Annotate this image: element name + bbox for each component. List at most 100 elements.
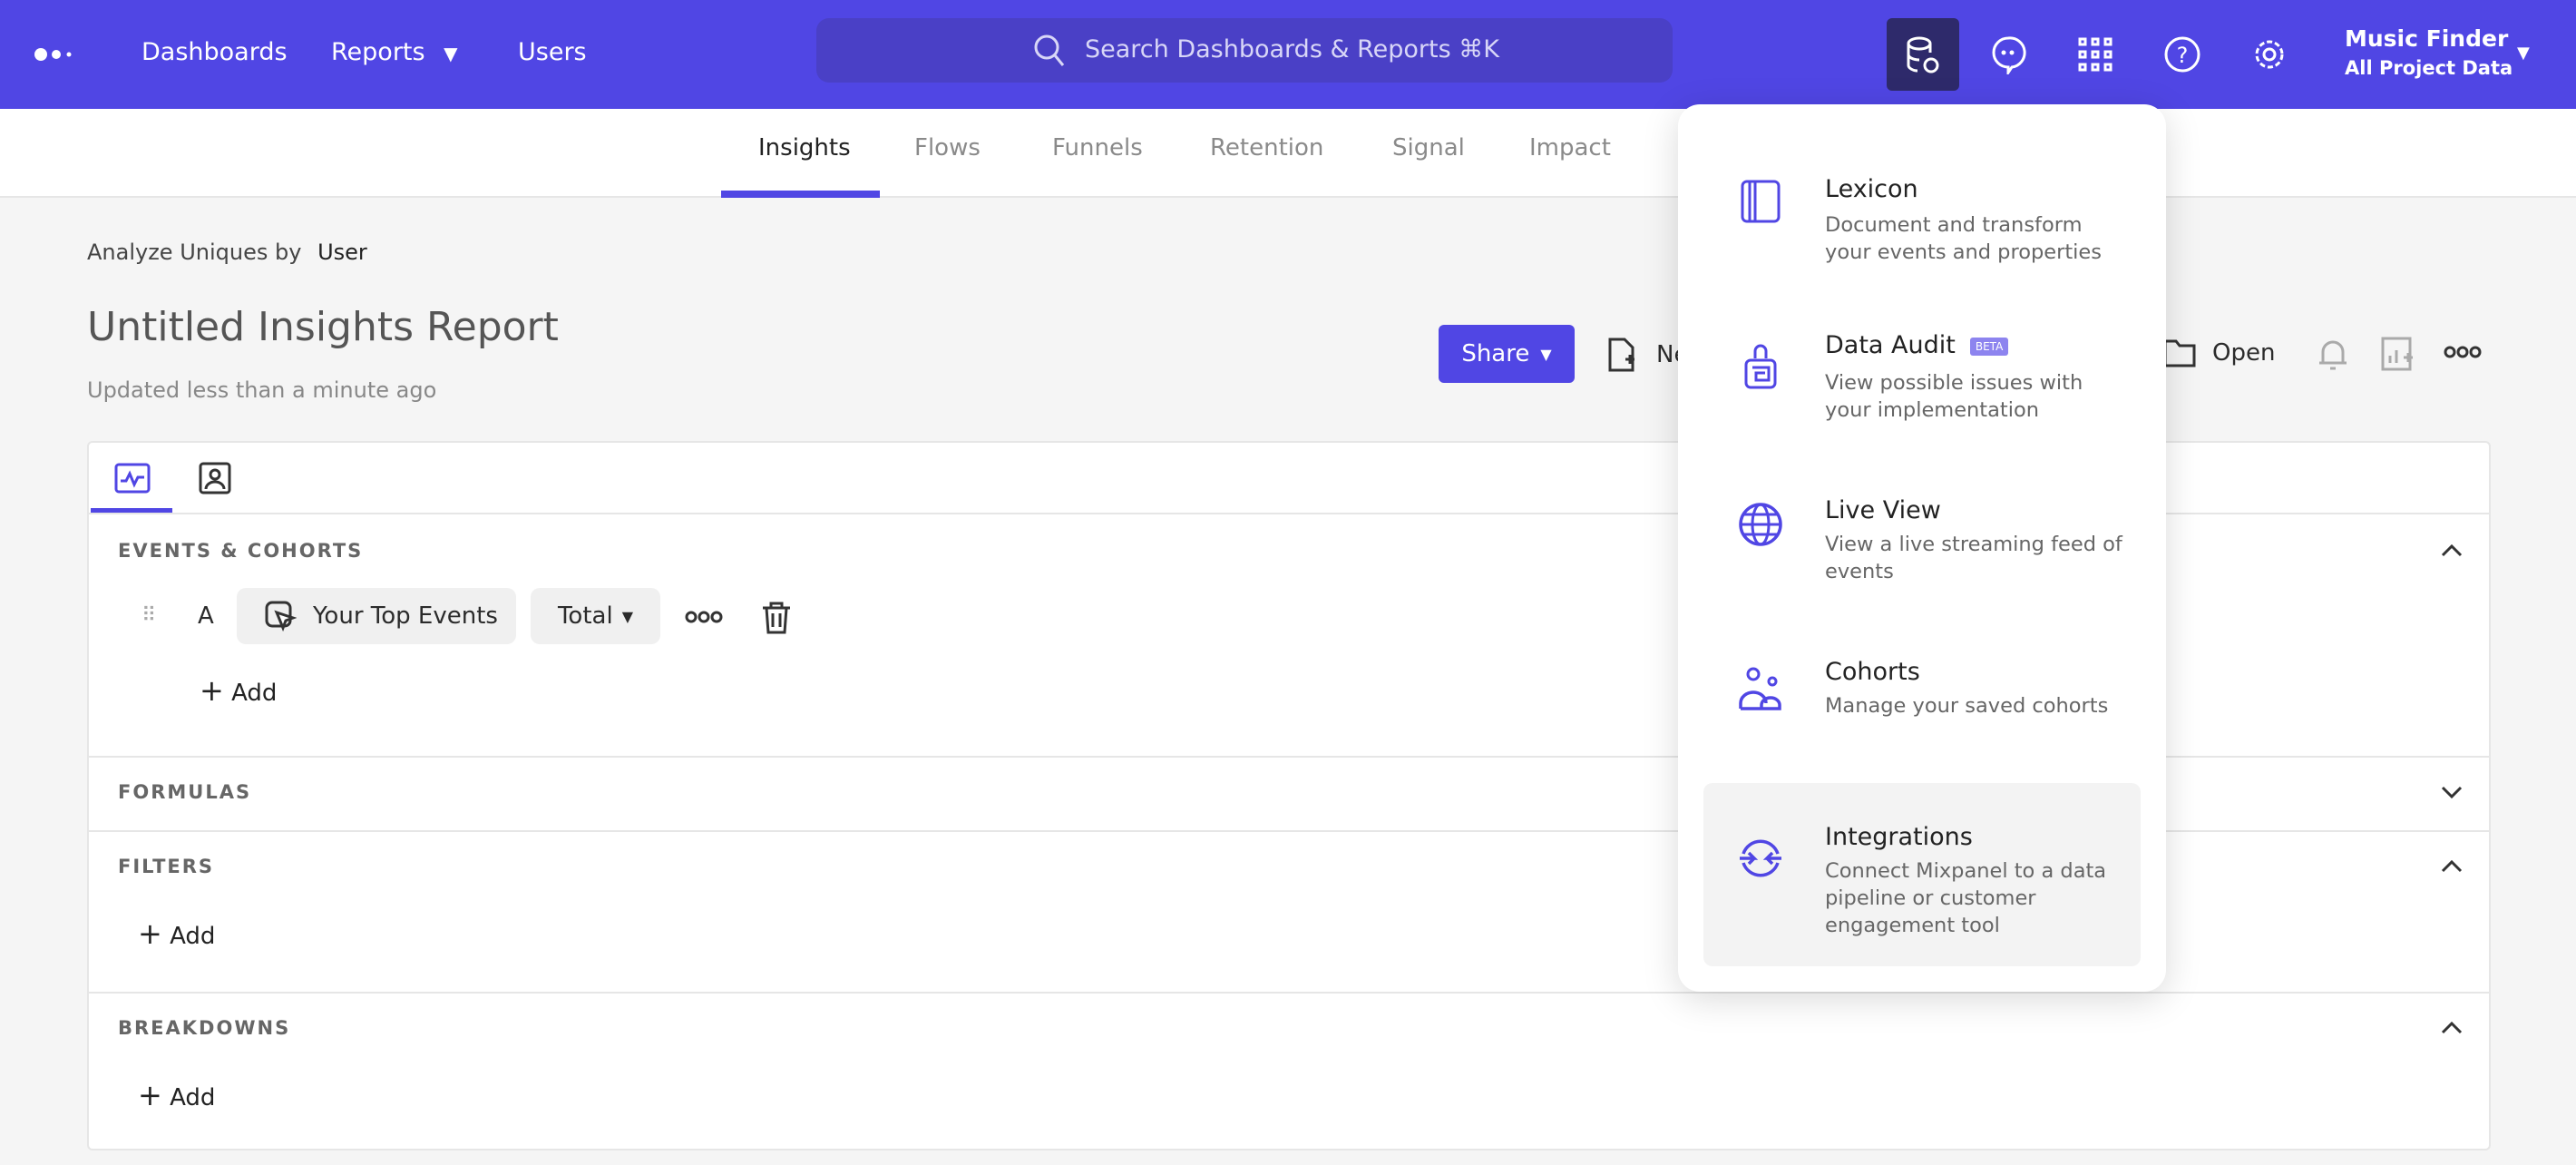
analyze-value[interactable]: User <box>317 240 367 265</box>
tab-funnels[interactable]: Funnels <box>1052 134 1143 162</box>
nav-users[interactable]: Users <box>518 38 587 66</box>
globe-icon <box>1739 503 1782 546</box>
event-name: Your Top Events <box>313 602 498 630</box>
tab-impact[interactable]: Impact <box>1529 134 1611 162</box>
chevron-up-icon[interactable] <box>2438 853 2465 880</box>
grid-icon <box>2078 37 2113 72</box>
open-button[interactable]: Open <box>2163 338 2275 368</box>
add-label: Add <box>170 923 216 950</box>
database-gear-icon <box>1907 36 1939 73</box>
menu-item-title: Lexicon <box>1825 175 1918 203</box>
nav-reports[interactable]: Reports ▼ <box>331 38 458 66</box>
svg-text:?: ? <box>2177 43 2189 68</box>
analyze-by: Analyze Uniques by User <box>87 240 367 265</box>
search-input[interactable]: Search Dashboards & Reports ⌘K <box>816 18 1673 83</box>
filters-section-label: FILTERS <box>118 856 215 877</box>
folder-icon <box>2163 339 2196 367</box>
divider <box>89 992 2489 994</box>
analyze-label: Analyze Uniques by <box>87 240 302 265</box>
divider <box>89 830 2489 832</box>
divider <box>89 513 2489 514</box>
search-icon <box>1034 34 1065 66</box>
chart-view-icon[interactable] <box>114 463 151 494</box>
menu-item-live-view[interactable]: Live View View a live streaming feed of … <box>1703 467 2141 612</box>
open-label: Open <box>2212 339 2276 367</box>
plus-icon: + <box>200 673 224 708</box>
integrations-icon <box>1740 839 1781 877</box>
plus-icon: + <box>138 1078 162 1112</box>
alert-bell-icon[interactable] <box>2316 338 2350 372</box>
top-nav-bar: Dashboards Reports ▼ Users Search Dashbo… <box>0 0 2576 109</box>
menu-item-title: Integrations <box>1825 823 1973 851</box>
plus-icon: + <box>138 916 162 951</box>
tab-flows[interactable]: Flows <box>914 134 981 162</box>
divider <box>89 756 2489 758</box>
chat-button[interactable] <box>1979 25 2037 83</box>
gear-icon <box>2255 40 2284 69</box>
nav-dashboards[interactable]: Dashboards <box>141 38 288 66</box>
menu-item-desc: Manage your saved cohorts <box>1825 694 2109 718</box>
menu-item-title: Live View <box>1825 496 1941 524</box>
measure-label: Total <box>557 602 613 630</box>
chevron-up-icon[interactable] <box>2438 1014 2465 1042</box>
menu-item-desc: View a live streaming feed of events <box>1825 533 2122 583</box>
beta-badge: BETA <box>1969 337 2009 356</box>
add-breakdown-button[interactable]: + Add <box>138 1078 215 1112</box>
updated-status: Updated less than a minute ago <box>87 377 437 403</box>
menu-item-desc: View possible issues with your implement… <box>1825 371 2083 422</box>
project-selector[interactable]: Music Finder All Project Data ▼ <box>2345 25 2530 79</box>
user-profile-icon[interactable] <box>198 461 232 495</box>
menu-item-data-audit[interactable]: Data Audit BETA View possible issues with… <box>1703 304 2141 449</box>
measure-selector[interactable]: Total ▼ <box>531 588 660 644</box>
menu-item-title: Data Audit <box>1825 331 1956 359</box>
report-title[interactable]: Untitled Insights Report <box>87 304 559 350</box>
share-button[interactable]: Share ▼ <box>1439 325 1575 383</box>
add-event-button[interactable]: + Add <box>200 673 277 708</box>
add-label: Add <box>231 680 278 707</box>
caret-down-icon: ▼ <box>1540 345 1552 363</box>
chevron-down-icon[interactable] <box>2438 778 2465 806</box>
cohorts-icon <box>1739 667 1781 710</box>
share-label: Share <box>1461 340 1530 367</box>
formulas-section-label: FORMULAS <box>118 781 252 803</box>
menu-item-desc: Connect Mixpanel to a data pipeline or c… <box>1825 859 2107 937</box>
active-tab-indicator <box>721 191 880 198</box>
data-management-button[interactable] <box>1887 18 1959 91</box>
event-more-icon[interactable] <box>685 610 723 624</box>
menu-item-lexicon[interactable]: Lexicon Document and transform your even… <box>1703 141 2141 286</box>
book-icon <box>1741 180 1781 223</box>
chat-bubble-icon <box>1992 36 2026 74</box>
events-section-label: EVENTS & COHORTS <box>118 540 364 562</box>
new-file-icon <box>1608 338 1634 372</box>
apps-button[interactable] <box>2066 25 2124 83</box>
settings-button[interactable] <box>2240 25 2298 83</box>
help-button[interactable]: ? <box>2153 25 2211 83</box>
lock-audit-icon <box>1744 344 1777 389</box>
search-placeholder: Search Dashboards & Reports ⌘K <box>1085 35 1499 64</box>
trash-icon[interactable] <box>760 601 793 635</box>
help-icon: ? <box>2164 36 2200 73</box>
caret-down-icon: ▼ <box>2517 44 2530 63</box>
drag-handle-icon[interactable]: ⠿ <box>141 604 157 627</box>
project-name: Music Finder <box>2345 25 2509 52</box>
event-selector[interactable]: Your Top Events <box>237 588 516 644</box>
cursor-click-icon <box>265 601 297 632</box>
add-filter-button[interactable]: + Add <box>138 916 215 951</box>
menu-item-integrations[interactable]: Integrations Connect Mixpanel to a data … <box>1703 783 2141 966</box>
data-management-menu: Lexicon Document and transform your even… <box>1678 104 2166 992</box>
tab-insights[interactable]: Insights <box>758 134 851 162</box>
menu-item-cohorts[interactable]: Cohorts Manage your saved cohorts <box>1703 631 2141 767</box>
nav-reports-label: Reports <box>331 38 425 66</box>
chevron-up-icon[interactable] <box>2438 537 2465 564</box>
tab-retention[interactable]: Retention <box>1210 134 1324 162</box>
menu-item-desc: Document and transform your events and p… <box>1825 213 2103 264</box>
project-scope: All Project Data <box>2345 57 2513 79</box>
tab-signal[interactable]: Signal <box>1392 134 1465 162</box>
mixpanel-logo-icon[interactable] <box>34 47 76 65</box>
caret-down-icon: ▼ <box>621 607 634 625</box>
breakdowns-section-label: BREAKDOWNS <box>118 1017 291 1039</box>
menu-item-title: Cohorts <box>1825 658 1920 686</box>
add-label: Add <box>170 1084 216 1111</box>
more-options-icon[interactable] <box>2444 345 2482 359</box>
add-to-dashboard-icon[interactable] <box>2380 336 2415 372</box>
